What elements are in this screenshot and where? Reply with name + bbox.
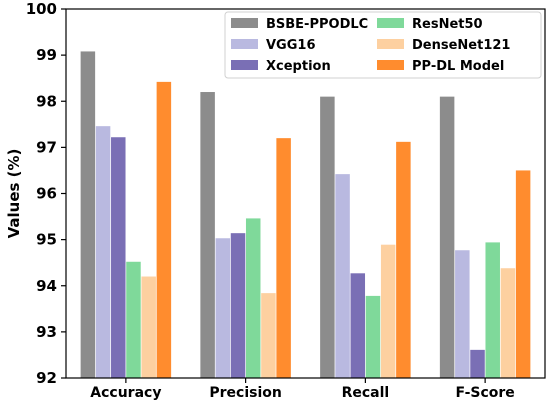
y-tick-label: 94 xyxy=(36,277,57,295)
bar-densenet121-f-score xyxy=(500,268,516,378)
bar-bsbe-ppodlc-precision xyxy=(200,92,215,379)
bar-resnet50-precision xyxy=(245,218,261,378)
bar-pp-dl-model-recall xyxy=(396,141,411,378)
legend-swatch-densenet121 xyxy=(377,39,404,49)
bar-bsbe-ppodlc-f-score xyxy=(439,96,455,378)
bar-densenet121-accuracy xyxy=(141,276,156,378)
x-tick-label: F-Score xyxy=(455,385,514,401)
bar-bsbe-ppodlc-accuracy xyxy=(80,51,96,379)
legend-swatch-bsbe-ppodlc xyxy=(231,18,258,28)
y-tick-label: 99 xyxy=(36,46,57,64)
bar-xception-precision xyxy=(230,233,246,378)
y-tick-label: 98 xyxy=(36,92,57,110)
bar-bsbe-ppodlc-recall xyxy=(320,96,335,378)
legend-swatch-pp-dl-model xyxy=(377,60,404,70)
bar-pp-dl-model-accuracy xyxy=(156,81,172,378)
legend-label-resnet50: ResNet50 xyxy=(412,17,483,32)
y-tick-label: 93 xyxy=(36,323,57,341)
legend-label-densenet121: DenseNet121 xyxy=(412,38,510,53)
bar-resnet50-accuracy xyxy=(126,261,141,378)
legend-swatch-xception xyxy=(231,60,258,70)
legend: BSBE-PPODLC VGG16 Xception ResNet50 DenseNet… xyxy=(224,11,542,79)
bar-vgg16-f-score xyxy=(455,250,470,378)
legend-label-xception: Xception xyxy=(266,59,331,74)
legend-label-bsbe-ppodlc: BSBE-PPODLC xyxy=(266,17,368,32)
y-tick-label: 92 xyxy=(36,369,57,387)
bar-vgg16-recall xyxy=(335,174,350,378)
bar-xception-accuracy xyxy=(111,137,126,378)
legend-label-vgg16: VGG16 xyxy=(266,38,316,53)
y-tick-label: 95 xyxy=(36,231,57,249)
x-tick-label: Precision xyxy=(209,385,281,401)
y-axis-label: Values (%) xyxy=(5,149,23,239)
y-tick-label: 97 xyxy=(36,138,57,156)
bar-vgg16-precision xyxy=(215,238,231,378)
y-tick-label: 96 xyxy=(36,185,57,203)
bar-resnet50-f-score xyxy=(485,242,500,378)
legend-swatch-vgg16 xyxy=(231,39,258,49)
bar-pp-dl-model-f-score xyxy=(515,170,531,378)
bar-densenet121-recall xyxy=(380,244,396,378)
legend-swatch-resnet50 xyxy=(377,18,404,28)
x-tick-label: Accuracy xyxy=(90,385,161,401)
y-tick-label: 100 xyxy=(26,0,57,18)
axes-layer: 92 93 94 95 96 97 98 99 100 Accuracy Precision Reca… xyxy=(5,0,546,401)
bar-xception-recall xyxy=(350,273,366,378)
bar-densenet121-precision xyxy=(261,293,276,378)
bars-layer xyxy=(80,51,531,379)
bar-resnet50-recall xyxy=(365,295,381,378)
legend-label-pp-dl-model: PP-DL Model xyxy=(412,59,504,74)
bar-xception-f-score xyxy=(470,349,485,378)
bar-pp-dl-model-precision xyxy=(276,138,291,378)
x-tick-label: Recall xyxy=(342,385,390,401)
bar-vgg16-accuracy xyxy=(95,126,111,378)
